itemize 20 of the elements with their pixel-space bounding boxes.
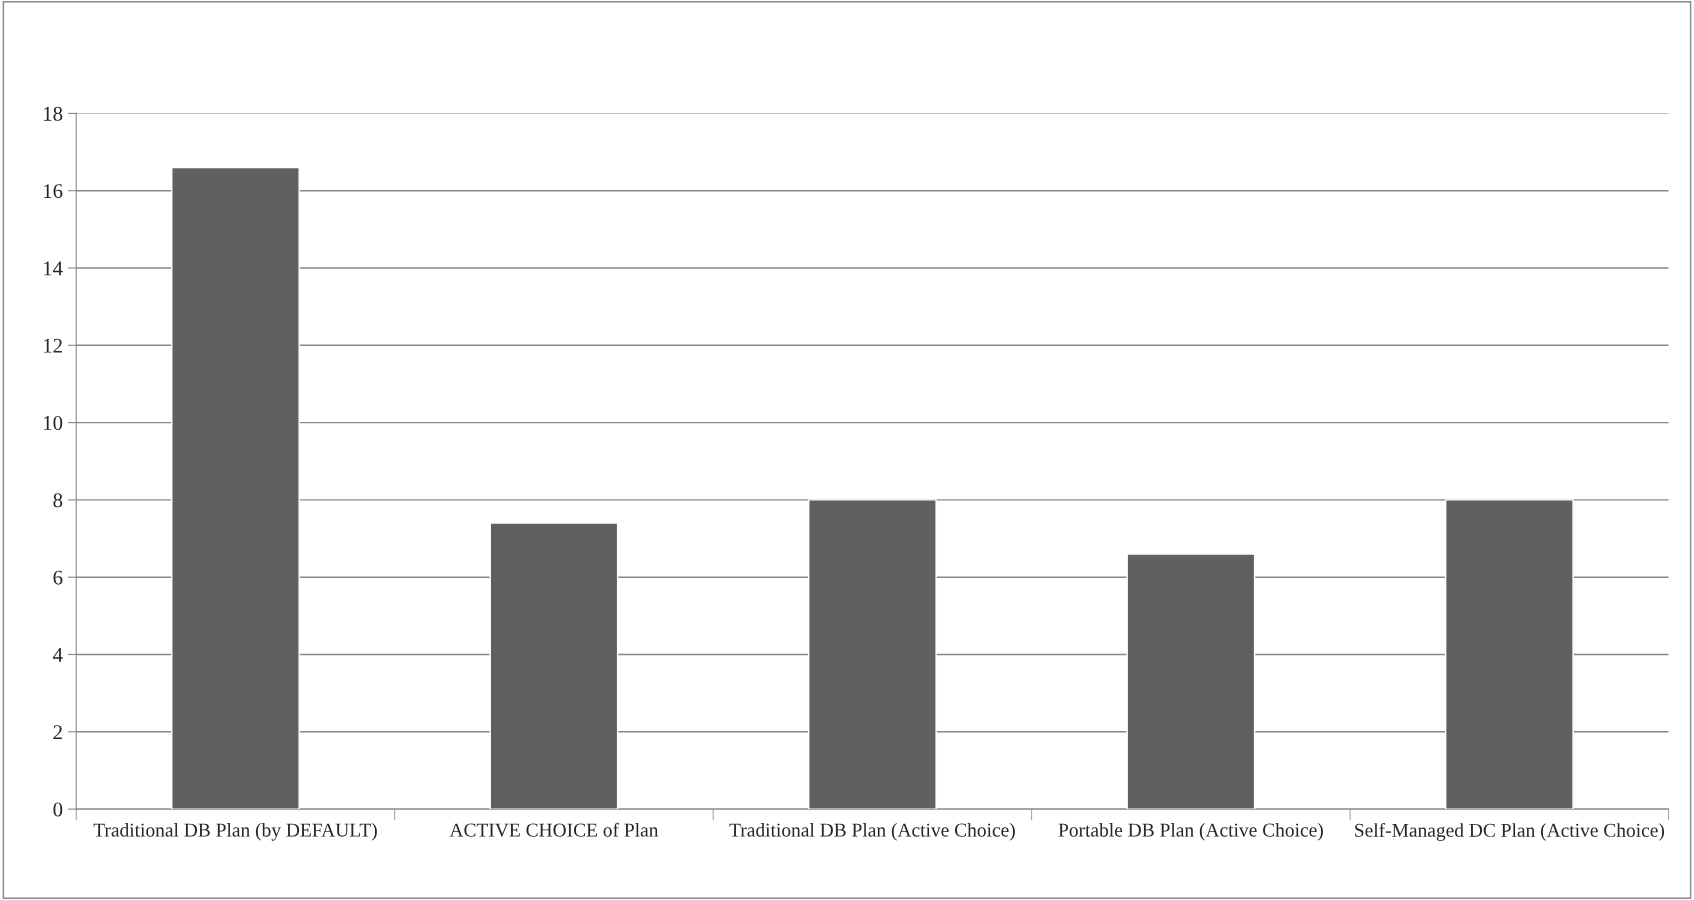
bar	[808, 499, 937, 810]
bar	[1444, 499, 1574, 810]
y-tick-label: 8	[53, 493, 63, 508]
x-tick-label: Portable DB Plan (Active Choice)	[1058, 822, 1323, 841]
x-tick-label: Traditional DB Plan (Active Choice)	[729, 822, 1015, 841]
y-tick-label: 14	[44, 261, 63, 276]
y-tick-label: 16	[44, 184, 63, 199]
y-tick-label: 4	[53, 648, 63, 662]
y-tick-label: 10	[44, 415, 63, 431]
bar	[171, 166, 300, 810]
y-tick-label: 0	[53, 802, 63, 817]
bar	[1126, 553, 1256, 810]
bar	[489, 522, 619, 810]
y-tick-label: 12	[44, 338, 62, 353]
y-tick-label: 2	[53, 725, 62, 740]
y-tick-label: 18	[44, 106, 63, 121]
x-tick-label: ACTIVE CHOICE of Plan	[449, 822, 659, 837]
x-tick-label: Self-Managed DC Plan (Active Choice)	[1355, 822, 1665, 841]
y-tick-label: 6	[53, 570, 63, 585]
x-tick-label: Traditional DB Plan (by DEFAULT)	[93, 822, 377, 841]
